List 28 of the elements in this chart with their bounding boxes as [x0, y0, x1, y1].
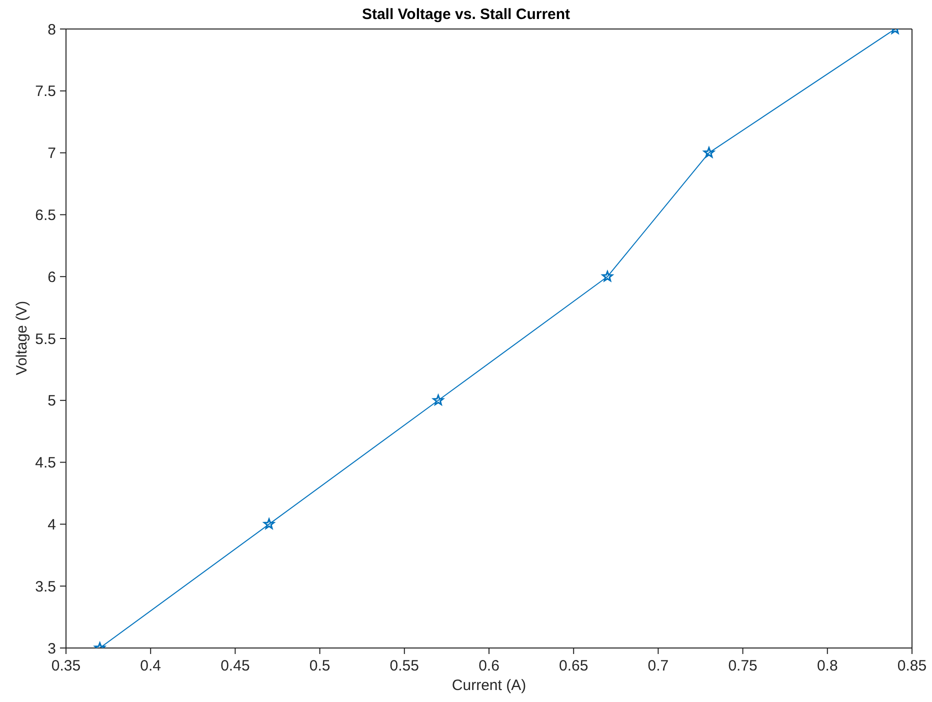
x-tick-label: 0.55	[390, 658, 419, 675]
y-tick-label: 8	[48, 21, 56, 38]
x-tick-label: 0.4	[140, 658, 162, 675]
x-tick-label: 0.75	[728, 658, 758, 675]
y-tick-label: 6.5	[35, 207, 56, 224]
y-tick-label: 6	[48, 268, 56, 286]
x-tick-label: 0.35	[51, 658, 81, 675]
y-tick-label: 5.5	[35, 330, 56, 348]
x-tick-label: 0.8	[816, 658, 838, 675]
y-tick-label: 7.5	[35, 83, 56, 100]
x-tick-label: 0.85	[897, 658, 927, 675]
y-tick-label: 5	[48, 392, 56, 410]
x-tick-label: 0.7	[648, 658, 669, 675]
chart-title: Stall Voltage vs. Stall Current	[360, 6, 572, 23]
y-tick-label: 4	[48, 516, 56, 534]
point	[432, 394, 444, 406]
x-tick-label: 0.65	[559, 658, 588, 675]
x-tick-label: 0.5	[309, 658, 330, 675]
y-tick-label: 7	[48, 145, 56, 162]
y-tick-label: 3.5	[35, 578, 56, 596]
y-axis-title: Voltage (V)	[14, 300, 30, 376]
point	[264, 518, 275, 529]
x-tick-label: 0.45	[220, 658, 250, 675]
x-tick-label: 0.6	[478, 658, 500, 675]
point	[602, 270, 613, 282]
x-axis-title: Current (A)	[450, 677, 528, 694]
y-tick-label: 3	[48, 640, 56, 658]
y-tick-label: 4.5	[35, 454, 56, 472]
